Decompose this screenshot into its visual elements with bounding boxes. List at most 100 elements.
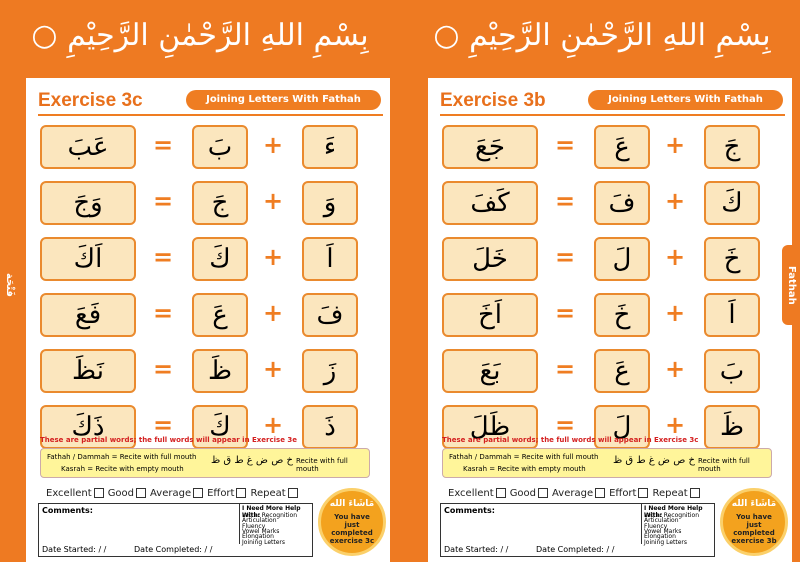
checkbox[interactable] [136, 488, 147, 498]
letter-box: خَ [594, 293, 650, 337]
help-item: Articulation [644, 517, 679, 525]
word-box: كَفَ [442, 181, 538, 225]
letter-box: بَ [704, 349, 760, 393]
rating-label: Repeat [652, 488, 688, 499]
badge-text: You have just completed exercise 3c [329, 513, 375, 545]
rating-label: Effort [207, 488, 235, 499]
word-box: اَخَ [442, 293, 538, 337]
ratings: Excellent Good Average Effort Repeat [448, 488, 748, 499]
equals-sign: = [554, 299, 576, 327]
word-box: وَجَ [40, 181, 136, 225]
checkbox[interactable] [287, 488, 298, 498]
letter-box: كَ [704, 181, 760, 225]
letter-box: عَ [594, 349, 650, 393]
plus-sign: + [262, 411, 284, 439]
plus-sign: + [262, 131, 284, 159]
badge: مَاشَاءَ الله You have just completed exe… [720, 488, 788, 556]
letter-box: اَ [302, 237, 358, 281]
plus-sign: + [664, 131, 686, 159]
help-item: Elongation [644, 533, 676, 541]
exercise-title: Exercise 3c [38, 90, 143, 111]
help-list: I Need More Help With: Letter Recognition… [239, 504, 313, 546]
plus-sign: + [262, 243, 284, 271]
date-started: Date Started: / / [444, 545, 509, 554]
letter-box: بَ [192, 125, 248, 169]
page-header: بِسْمِ اللهِ الرَّحْمٰنِ الرَّحِيْمِ ○ [433, 18, 771, 53]
word-box: ظَلَ [442, 405, 538, 449]
rating-label: Good [107, 488, 135, 499]
date-completed: Date Completed: / / [134, 545, 213, 554]
underline [38, 114, 383, 116]
equals-sign: = [554, 187, 576, 215]
checkbox[interactable] [689, 488, 700, 498]
comments-box: Comments: Date Started: / / Date Completed… [440, 503, 715, 557]
side-tab: Fathah [782, 245, 800, 325]
help-item: Articulation [242, 517, 277, 525]
letter-box: فَ [594, 181, 650, 225]
letter-box: عَ [192, 293, 248, 337]
checkbox[interactable] [193, 488, 204, 498]
letter-box: عَ [594, 125, 650, 169]
rating-label: Repeat [250, 488, 286, 499]
checkbox[interactable] [93, 488, 104, 498]
equals-sign: = [554, 131, 576, 159]
help-item: Fluency [644, 522, 668, 530]
page-header: بِسْمِ اللهِ الرَّحْمٰنِ الرَّحِيْمِ ○ [31, 18, 369, 53]
comments-box: Comments: Date Started: / / Date Completed… [38, 503, 313, 557]
side-tab: فَتْحَة [0, 245, 18, 325]
underline [440, 114, 785, 116]
legend-line: Recite with full mouth [698, 457, 750, 473]
checkbox[interactable] [495, 488, 506, 498]
help-title: I Need More Help With: [242, 505, 301, 519]
rating-label: Average [552, 488, 594, 499]
badge-arabic: مَاشَاءَ الله [329, 499, 375, 509]
letter-box: وَ [302, 181, 358, 225]
help-item: Letter Recognition [644, 512, 700, 519]
word-box: نَظَ [40, 349, 136, 393]
letter-box: فَ [302, 293, 358, 337]
help-list: I Need More Help With: Letter Recognition… [641, 504, 715, 546]
word-box: خَلَ [442, 237, 538, 281]
page-body: Exercise 3b Joining Letters With Fathah جَ… [428, 78, 792, 562]
equals-sign: = [152, 243, 174, 271]
plus-sign: + [262, 187, 284, 215]
letter-box: ظَ [192, 349, 248, 393]
word-box: عَبَ [40, 125, 136, 169]
plus-sign: + [664, 411, 686, 439]
word-box: جَعَ [442, 125, 538, 169]
checkbox[interactable] [638, 488, 649, 498]
word-box: اَكَ [40, 237, 136, 281]
help-item: Vowel Marks [644, 527, 682, 535]
word-box: بَعَ [442, 349, 538, 393]
equals-sign: = [152, 411, 174, 439]
letter-box: كَ [192, 237, 248, 281]
help-item: Joining Letters [242, 538, 286, 546]
rating-label: Excellent [448, 488, 494, 499]
letter-box: اَ [704, 293, 760, 337]
date-started: Date Started: / / [42, 545, 107, 554]
legend: Fathah / Dammah = Recite with full mouth… [442, 448, 772, 478]
legend-line: Kasrah = Recite with empty mouth [61, 465, 184, 473]
help-item: Elongation [242, 533, 274, 541]
letter-box: ءَ [302, 125, 358, 169]
rating-label: Average [150, 488, 192, 499]
word-box: ذَكَ [40, 405, 136, 449]
page-body: Exercise 3c Joining Letters With Fathah عَ… [26, 78, 390, 562]
checkbox[interactable] [236, 488, 247, 498]
help-item: Joining Letters [644, 538, 688, 546]
ratings: Excellent Good Average Effort Repeat [46, 488, 346, 499]
checkbox[interactable] [538, 488, 549, 498]
equals-sign: = [152, 355, 174, 383]
plus-sign: + [664, 299, 686, 327]
checkbox[interactable] [595, 488, 606, 498]
legend-letters: خ ص ض غ ط ق ظ [613, 455, 695, 466]
letter-box: لَ [594, 237, 650, 281]
plus-sign: + [664, 187, 686, 215]
plus-sign: + [664, 243, 686, 271]
letter-box: جَ [192, 181, 248, 225]
equals-sign: = [554, 243, 576, 271]
rating-label: Good [509, 488, 537, 499]
rating-label: Excellent [46, 488, 92, 499]
badge-text: You have just completed exercise 3b [731, 513, 777, 545]
letter-box: ذَ [302, 405, 358, 449]
